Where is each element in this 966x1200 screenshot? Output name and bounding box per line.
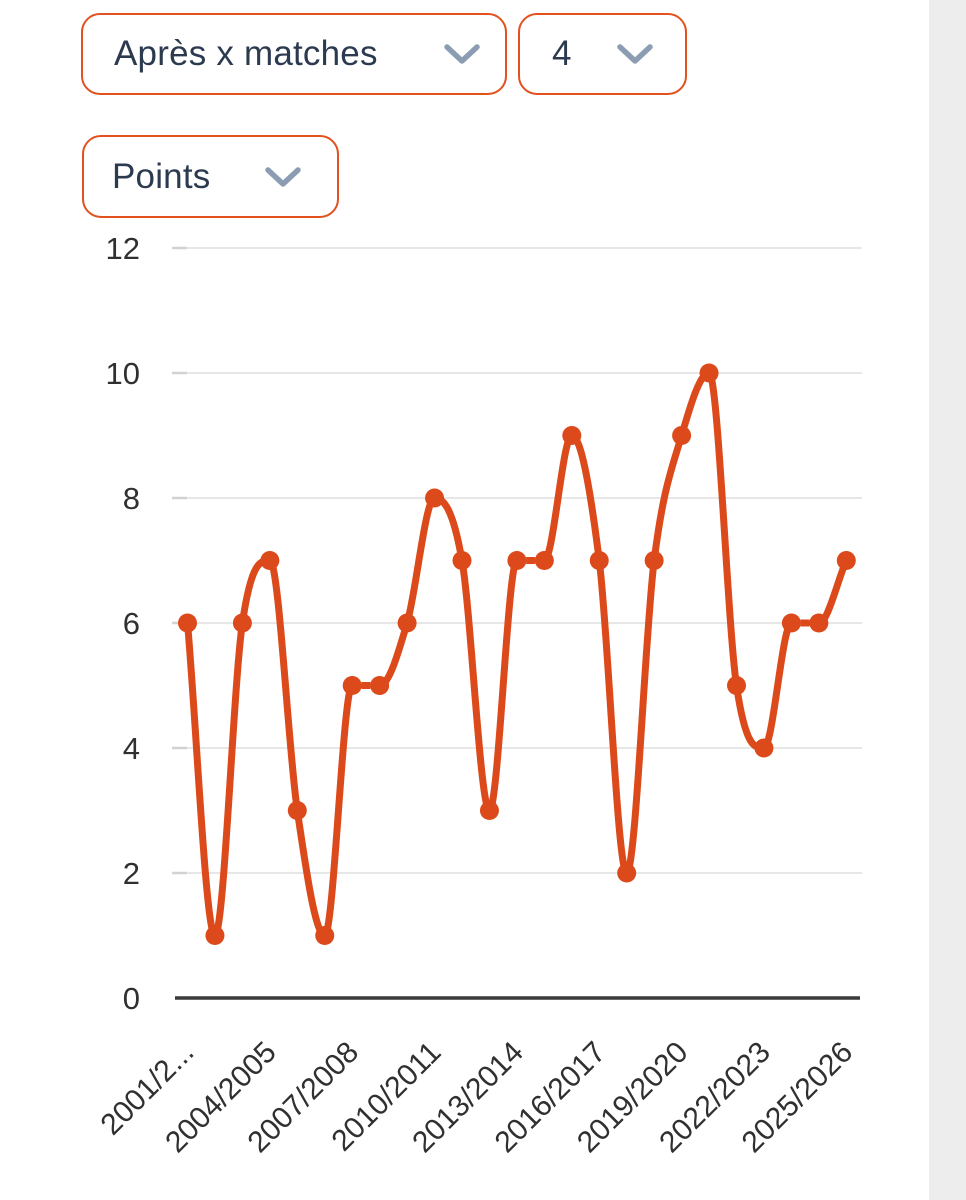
- data-point[interactable]: [370, 676, 390, 695]
- data-point[interactable]: [342, 676, 362, 695]
- data-point[interactable]: [315, 926, 335, 945]
- data-point[interactable]: [425, 488, 445, 508]
- data-point[interactable]: [562, 426, 582, 445]
- data-point[interactable]: [754, 738, 774, 758]
- data-point[interactable]: [205, 926, 225, 945]
- after-matches-dropdown[interactable]: Après x matches: [81, 13, 507, 95]
- data-point[interactable]: [397, 613, 417, 633]
- page-background-strip: [929, 0, 966, 1200]
- data-point[interactable]: [507, 551, 527, 570]
- y-tick-label: 4: [123, 731, 140, 766]
- chevron-down-icon: [265, 166, 301, 187]
- data-point[interactable]: [260, 551, 280, 570]
- y-tick-label: 2: [123, 856, 140, 891]
- matches-count-dropdown-value: 4: [552, 34, 572, 73]
- after-matches-dropdown-label: Après x matches: [114, 34, 378, 73]
- data-point[interactable]: [781, 613, 801, 633]
- chevron-down-icon: [617, 44, 653, 64]
- y-tick-label: 6: [123, 606, 140, 641]
- data-point[interactable]: [232, 613, 252, 633]
- data-point[interactable]: [452, 551, 472, 570]
- data-point[interactable]: [287, 801, 307, 820]
- y-tick-label: 10: [106, 356, 140, 391]
- matches-count-dropdown[interactable]: 4: [518, 13, 687, 95]
- data-point[interactable]: [699, 363, 719, 383]
- y-tick-label: 0: [123, 981, 140, 1016]
- data-point[interactable]: [479, 801, 499, 820]
- series-line: [184, 369, 850, 939]
- data-point[interactable]: [672, 426, 692, 445]
- y-tick-label: 8: [123, 481, 140, 516]
- y-tick-label: 12: [106, 231, 140, 266]
- data-point[interactable]: [809, 613, 829, 633]
- data-point[interactable]: [727, 676, 746, 695]
- stat-dropdown-label: Points: [112, 156, 211, 196]
- stat-dropdown[interactable]: Points: [82, 135, 339, 218]
- chevron-down-icon: [444, 44, 480, 64]
- data-point[interactable]: [836, 551, 856, 570]
- data-point[interactable]: [534, 551, 554, 570]
- data-point[interactable]: [644, 551, 664, 570]
- data-point[interactable]: [617, 863, 637, 883]
- data-point[interactable]: [589, 551, 609, 570]
- data-point[interactable]: [178, 613, 197, 633]
